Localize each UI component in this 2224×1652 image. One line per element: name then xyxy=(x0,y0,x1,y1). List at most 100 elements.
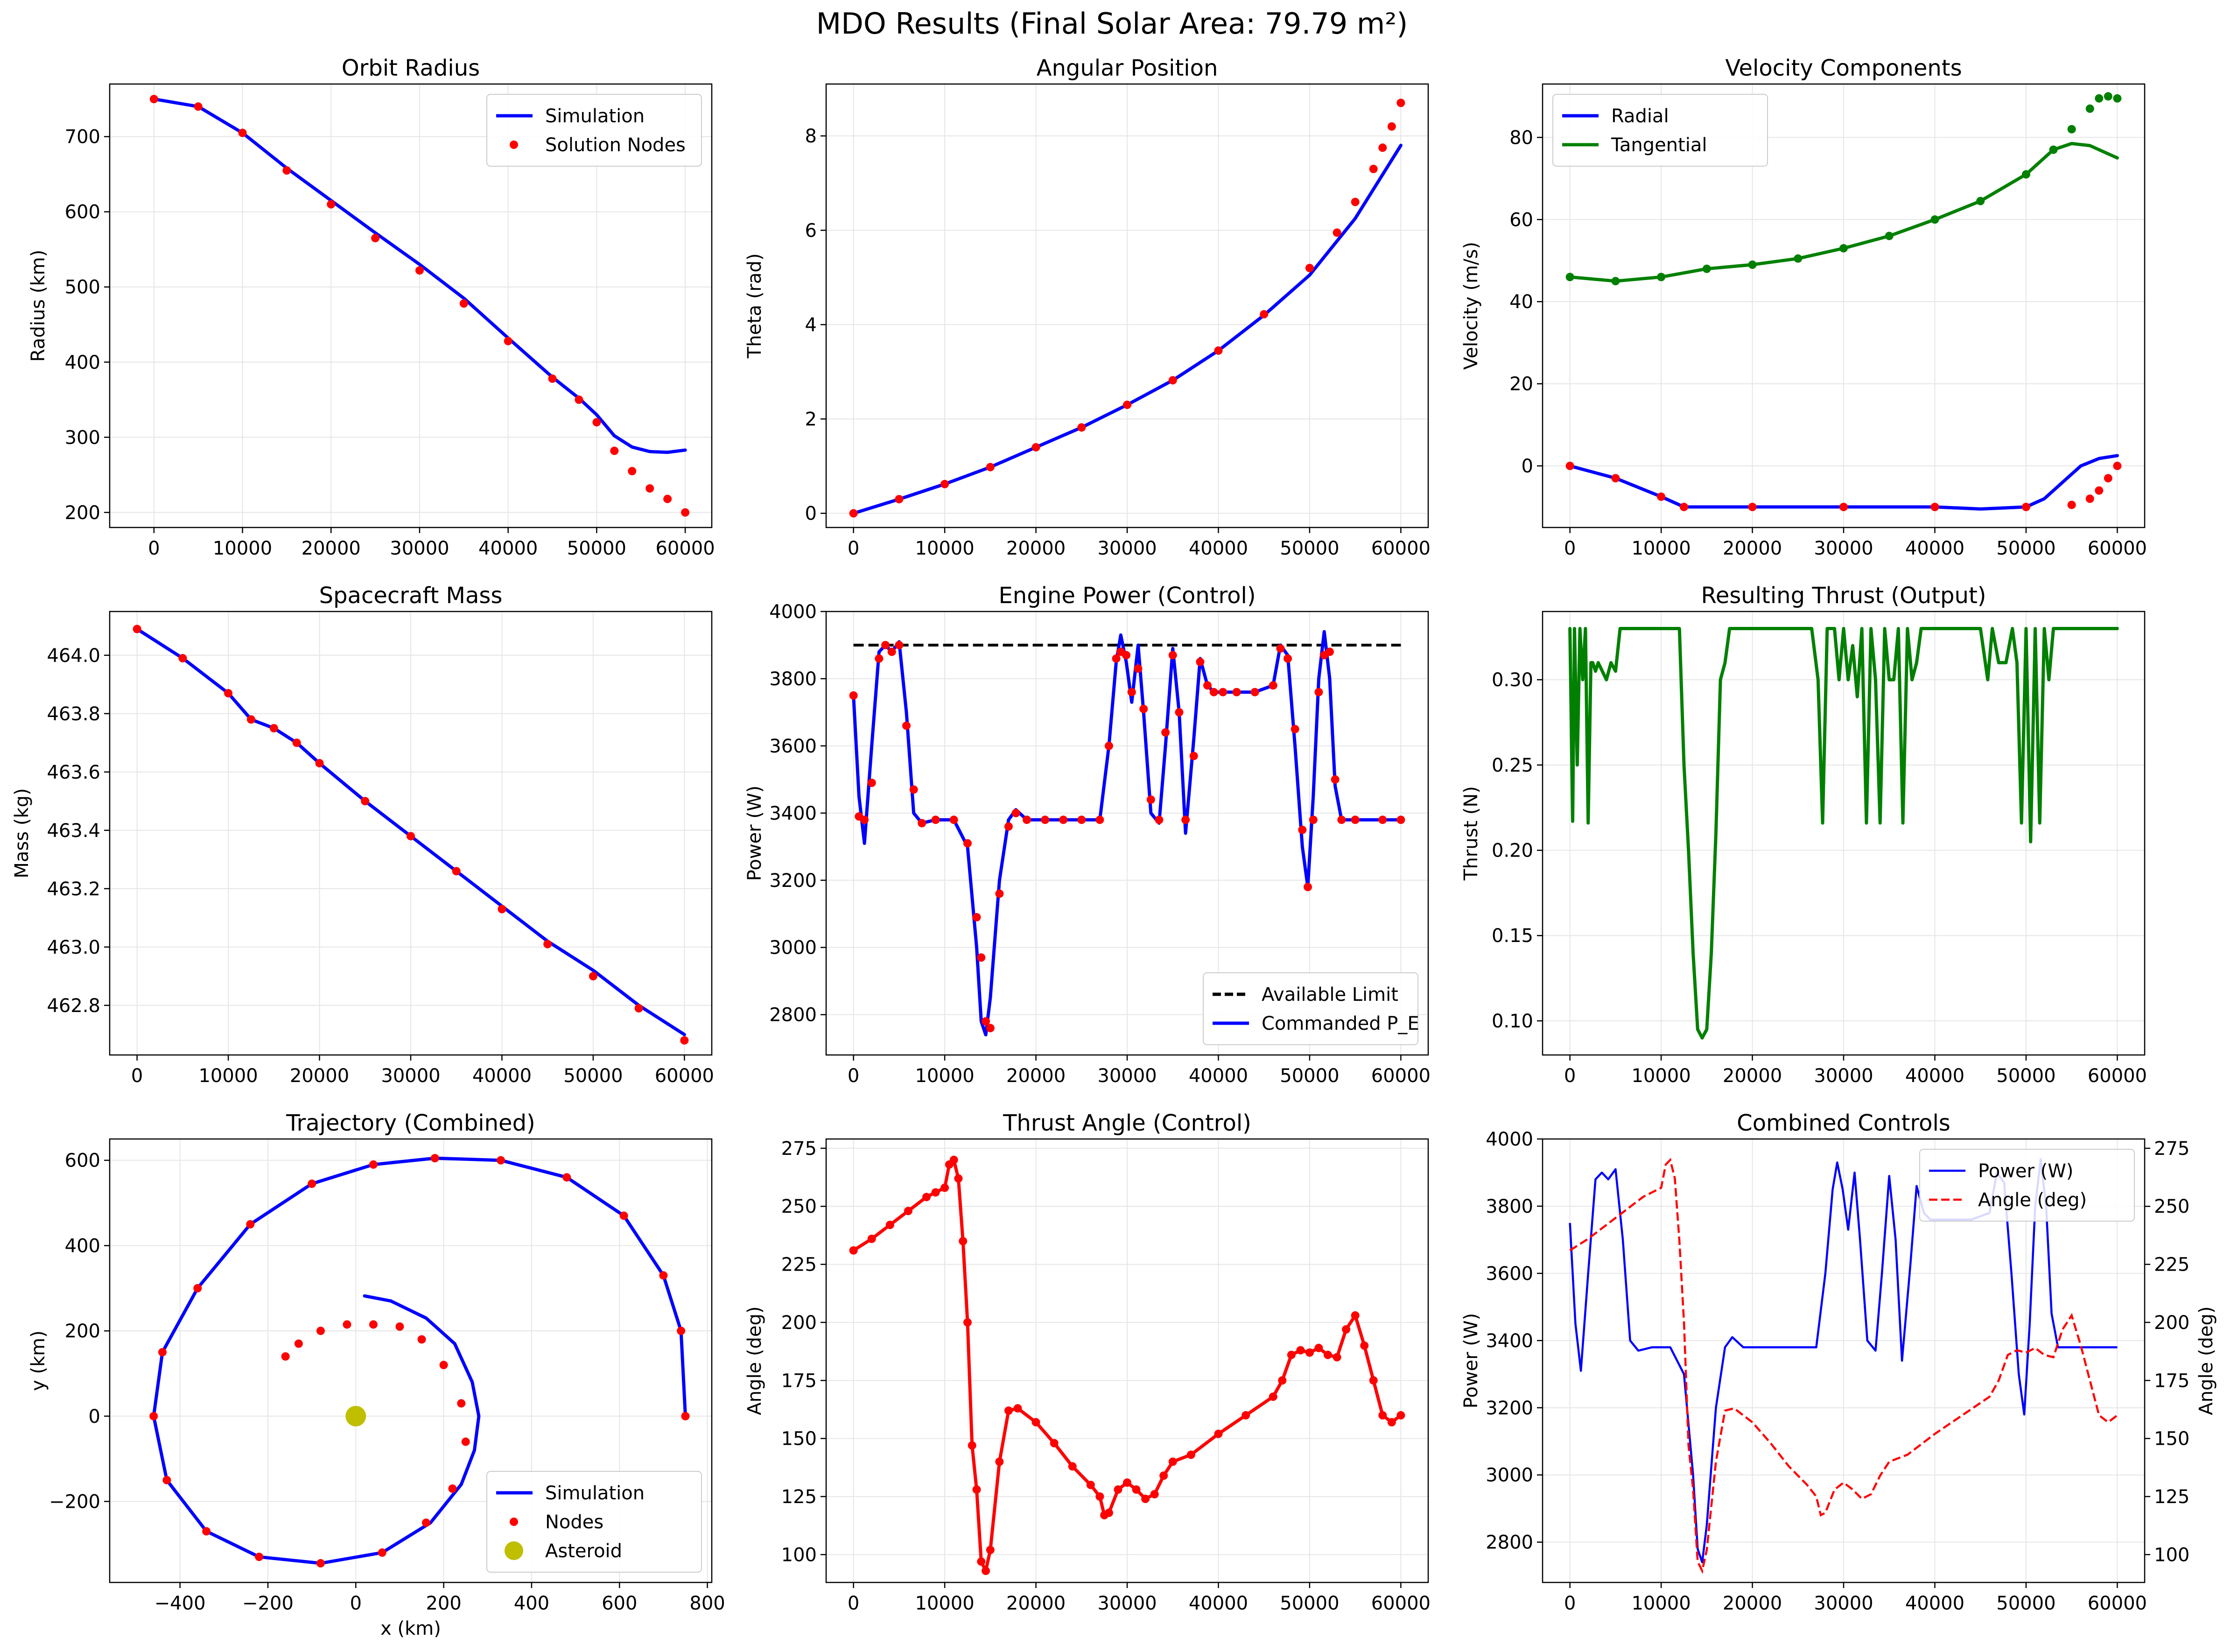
x-tick-label: 20000 xyxy=(290,1065,349,1087)
y-tick-label: 125 xyxy=(781,1486,817,1508)
data-point xyxy=(1333,228,1341,237)
y-tick-label: 3400 xyxy=(1486,1330,1533,1352)
y-axis-label: Power (W) xyxy=(1460,1313,1482,1408)
data-point xyxy=(592,418,601,427)
chart-title: Spacecraft Mass xyxy=(319,583,503,609)
legend-label: Nodes xyxy=(545,1511,603,1533)
plot-area xyxy=(1569,1158,2118,1574)
data-point xyxy=(1250,688,1259,696)
data-point xyxy=(1132,1485,1141,1494)
y-tick-label-right: 225 xyxy=(2154,1254,2189,1276)
data-point xyxy=(448,1484,457,1493)
y-tick-label: 300 xyxy=(65,427,100,449)
x-tick-label: 20000 xyxy=(1723,1593,1782,1614)
data-point xyxy=(1387,122,1396,131)
data-point xyxy=(849,1246,858,1255)
data-point xyxy=(1011,808,1020,817)
data-point xyxy=(292,738,301,747)
chart-engine-power: 0 10000 20000 30000 40000 50000 60000 2800 3000 3… xyxy=(744,583,1431,1087)
data-point xyxy=(1232,688,1241,696)
data-point xyxy=(1146,795,1155,804)
x-tick-label: 10000 xyxy=(915,1593,974,1614)
x-tick-label: −400 xyxy=(154,1593,206,1614)
data-point xyxy=(1702,264,1711,273)
data-point xyxy=(1077,423,1086,432)
legend: Radial Tangential xyxy=(1552,94,1768,167)
legend-label: Solution Nodes xyxy=(545,134,686,156)
data-point xyxy=(968,1441,976,1450)
data-point xyxy=(193,1284,202,1293)
x-tick-label: 20000 xyxy=(1006,1593,1066,1614)
legend: Simulation Solution Nodes xyxy=(486,94,702,167)
data-point xyxy=(982,1017,990,1026)
x-tick-label: 20000 xyxy=(302,538,361,559)
legend-label: Simulation xyxy=(545,105,645,127)
data-point xyxy=(680,1036,689,1045)
data-point xyxy=(1104,1508,1113,1517)
y-tick-label: 4000 xyxy=(1486,1129,1533,1150)
data-point xyxy=(1269,681,1277,690)
data-point xyxy=(1611,474,1620,483)
y-tick-label: 400 xyxy=(65,352,100,373)
x-tick-label: 0 xyxy=(148,538,160,559)
data-point xyxy=(1351,197,1360,206)
data-point xyxy=(1284,654,1292,663)
data-point xyxy=(1112,654,1121,663)
y-tick-label: 3800 xyxy=(1486,1196,1533,1217)
axes-frame xyxy=(109,83,713,528)
x-tick-label: 30000 xyxy=(1814,1593,1873,1614)
y-tick-label: 100 xyxy=(781,1544,817,1566)
data-point xyxy=(1396,1411,1405,1420)
x-tick-label: 0 xyxy=(350,1593,362,1614)
data-point xyxy=(2104,92,2112,101)
legend: Power (W) Angle (deg) xyxy=(1919,1149,2135,1222)
data-point xyxy=(1351,1311,1360,1320)
data-point xyxy=(619,1211,628,1220)
x-tick-label: 40000 xyxy=(1189,538,1248,559)
data-point xyxy=(681,508,690,517)
data-point xyxy=(2085,494,2094,503)
data-point xyxy=(430,1154,439,1163)
data-point xyxy=(895,495,904,504)
data-point xyxy=(1059,815,1068,824)
x-tick-label: 30000 xyxy=(1097,538,1157,559)
data-point xyxy=(1122,651,1131,660)
y-tick-label-right: 175 xyxy=(2154,1370,2189,1392)
legend-label: Simulation xyxy=(545,1483,645,1504)
x-tick-label: 40000 xyxy=(1905,538,1964,559)
data-point xyxy=(1309,815,1318,824)
data-point xyxy=(407,832,415,841)
x-tick-label: 400 xyxy=(514,1593,549,1614)
data-point xyxy=(2113,462,2122,471)
data-point xyxy=(1314,1343,1323,1352)
data-point xyxy=(1331,775,1340,784)
y-tick-label: 3200 xyxy=(1486,1398,1533,1419)
data-point xyxy=(1004,822,1013,831)
x-tick-label: 30000 xyxy=(390,538,449,559)
data-point xyxy=(1242,1411,1250,1420)
y-tick-label: 225 xyxy=(781,1254,817,1276)
data-point xyxy=(1134,664,1143,673)
y-tick-label: 464.0 xyxy=(47,645,100,667)
data-point xyxy=(1325,647,1334,656)
data-point xyxy=(461,1437,470,1446)
x-tick-label: 60000 xyxy=(2088,1065,2147,1087)
y-tick-label: 150 xyxy=(781,1428,817,1450)
data-point xyxy=(904,1207,912,1216)
data-point xyxy=(1031,443,1040,452)
data-point xyxy=(1168,376,1177,385)
data-point xyxy=(2085,104,2094,113)
y-tick-label-right: 200 xyxy=(2154,1312,2189,1334)
y-tick-label: 3000 xyxy=(769,937,817,959)
data-point xyxy=(459,299,468,308)
data-point xyxy=(986,463,995,471)
x-tick-label: 60000 xyxy=(2088,538,2147,559)
data-point xyxy=(1209,688,1218,696)
x-tick-label: 20000 xyxy=(1006,1065,1066,1087)
figure-title: MDO Results (Final Solar Area: 79.79 m²) xyxy=(816,7,1408,41)
data-point xyxy=(949,1155,958,1164)
data-point xyxy=(2095,94,2104,103)
data-point xyxy=(2104,474,2112,483)
data-point xyxy=(395,1322,404,1331)
data-point xyxy=(1930,215,1939,224)
